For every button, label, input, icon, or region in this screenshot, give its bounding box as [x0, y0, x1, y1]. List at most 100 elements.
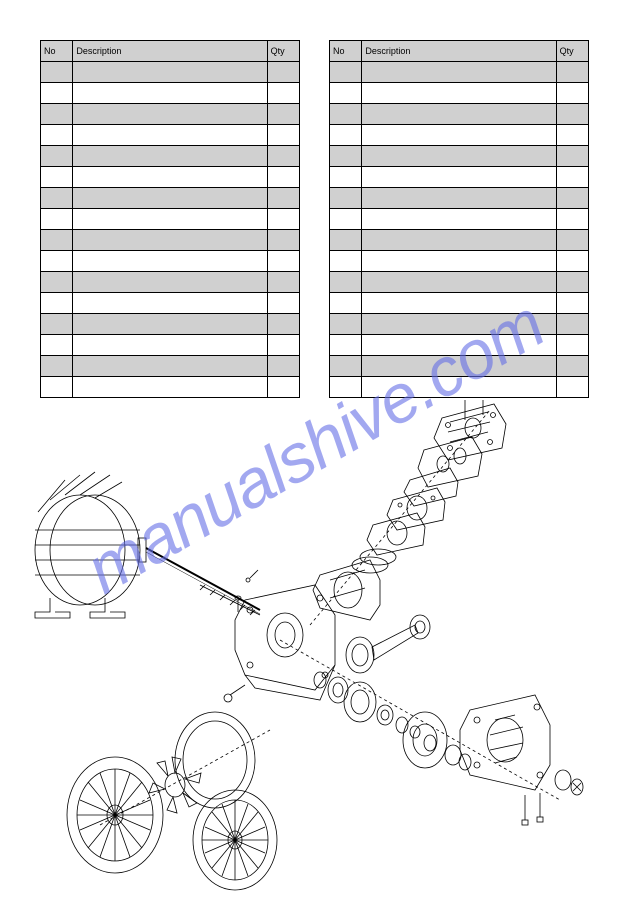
table-cell — [267, 146, 299, 167]
table-cell — [41, 272, 73, 293]
table-cell — [330, 356, 362, 377]
table-cell — [330, 83, 362, 104]
table-cell — [362, 272, 556, 293]
table-cell — [41, 146, 73, 167]
table-cell — [73, 230, 267, 251]
table-row — [41, 209, 300, 230]
table-row — [41, 293, 300, 314]
table-cell — [556, 356, 588, 377]
tables-container: No Description Qty No Description Qty — [0, 0, 629, 398]
table-cell — [41, 104, 73, 125]
table-cell — [267, 167, 299, 188]
table-cell — [267, 272, 299, 293]
table-cell — [330, 251, 362, 272]
table-row — [330, 251, 589, 272]
table-cell — [556, 146, 588, 167]
table-row — [41, 188, 300, 209]
table-cell — [41, 188, 73, 209]
table-cell — [267, 377, 299, 398]
table-cell — [41, 125, 73, 146]
table-row — [330, 83, 589, 104]
table-cell — [73, 377, 267, 398]
header-no: No — [41, 41, 73, 62]
table-cell — [41, 356, 73, 377]
table-cell — [556, 251, 588, 272]
table-cell — [73, 356, 267, 377]
parts-table-left: No Description Qty — [40, 40, 300, 398]
table-cell — [267, 209, 299, 230]
table-cell — [330, 62, 362, 83]
table-cell — [362, 335, 556, 356]
table-row — [330, 146, 589, 167]
table-cell — [362, 377, 556, 398]
table-cell — [362, 293, 556, 314]
table-row — [330, 167, 589, 188]
table-cell — [73, 146, 267, 167]
table-cell — [267, 188, 299, 209]
table-cell — [73, 272, 267, 293]
table-cell — [73, 125, 267, 146]
table-cell — [73, 188, 267, 209]
table-cell — [362, 356, 556, 377]
table-row — [41, 272, 300, 293]
table-cell — [267, 251, 299, 272]
table-cell — [41, 62, 73, 83]
table-cell — [330, 125, 362, 146]
table-row — [330, 188, 589, 209]
table-cell — [330, 104, 362, 125]
table-row — [330, 356, 589, 377]
table-cell — [362, 167, 556, 188]
table-cell — [330, 230, 362, 251]
header-qty: Qty — [267, 41, 299, 62]
table-cell — [73, 335, 267, 356]
table-cell — [556, 230, 588, 251]
table-cell — [362, 314, 556, 335]
parts-table-right: No Description Qty — [329, 40, 589, 398]
table-cell — [556, 314, 588, 335]
table-cell — [330, 335, 362, 356]
table-cell — [267, 335, 299, 356]
table-cell — [330, 146, 362, 167]
table-cell — [41, 230, 73, 251]
table-cell — [556, 335, 588, 356]
table-row — [41, 356, 300, 377]
table-cell — [362, 251, 556, 272]
table-cell — [362, 188, 556, 209]
table-cell — [267, 356, 299, 377]
table-cell — [267, 314, 299, 335]
table-cell — [73, 251, 267, 272]
table-cell — [556, 104, 588, 125]
header-no: No — [330, 41, 362, 62]
table-row — [330, 314, 589, 335]
table-cell — [362, 83, 556, 104]
table-cell — [267, 83, 299, 104]
table-cell — [362, 230, 556, 251]
table-row — [330, 230, 589, 251]
table-cell — [330, 209, 362, 230]
table-cell — [41, 83, 73, 104]
table-cell — [73, 209, 267, 230]
table-cell — [556, 167, 588, 188]
table-cell — [73, 293, 267, 314]
table-row — [41, 104, 300, 125]
table-cell — [362, 104, 556, 125]
table-cell — [73, 167, 267, 188]
table-cell — [556, 209, 588, 230]
table-cell — [41, 314, 73, 335]
table-cell — [362, 62, 556, 83]
table-cell — [556, 62, 588, 83]
table-cell — [330, 167, 362, 188]
table-row — [41, 125, 300, 146]
table-cell — [41, 377, 73, 398]
table-row — [330, 209, 589, 230]
table-cell — [362, 209, 556, 230]
table-cell — [267, 293, 299, 314]
table-cell — [330, 293, 362, 314]
table-cell — [556, 293, 588, 314]
table-cell — [556, 272, 588, 293]
table-cell — [267, 104, 299, 125]
table-cell — [556, 377, 588, 398]
table-row — [330, 272, 589, 293]
header-qty: Qty — [556, 41, 588, 62]
table-cell — [41, 209, 73, 230]
